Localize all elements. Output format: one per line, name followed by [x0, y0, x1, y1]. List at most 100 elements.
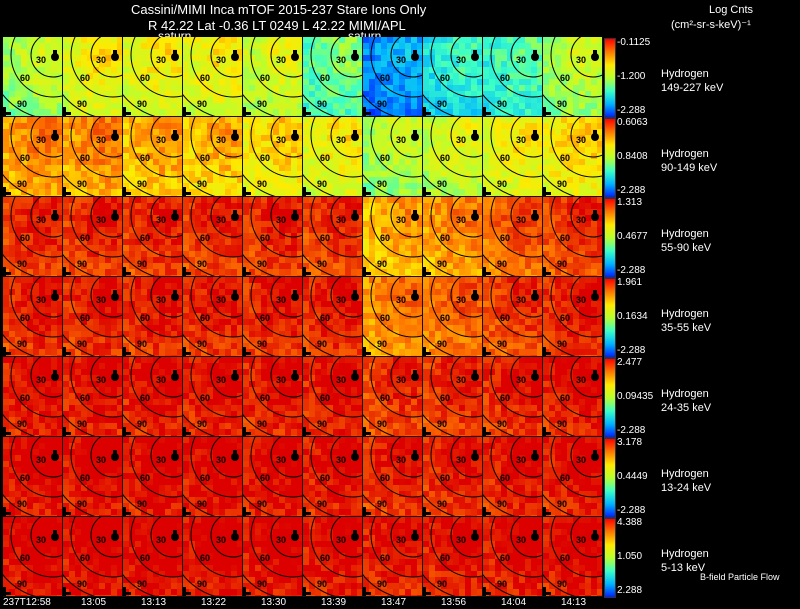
svg-text:90: 90: [137, 259, 147, 269]
heatmap-panel: 30 60 90: [3, 517, 63, 597]
heatmap-panel: 30 60 90: [183, 117, 243, 197]
svg-text:60: 60: [260, 153, 270, 163]
svg-text:90: 90: [317, 99, 327, 109]
heatmap-panel: 30 60 90: [363, 117, 423, 197]
orbit-info: R 42.22 Lat -0.36 LT 0249 L 42.22 MIMI/A…: [148, 18, 406, 33]
svg-text:60: 60: [20, 153, 30, 163]
heatmap-panel: 30 60 90: [243, 117, 303, 197]
svg-text:30: 30: [336, 135, 346, 145]
svg-text:90: 90: [497, 179, 507, 189]
heatmap-grid: 30 60 90 30 60 90 30 60 90 30 60 90 30 60 90 30 60 90 30 60…: [3, 37, 603, 597]
heatmap-panel: 30 60 90: [123, 517, 183, 597]
species-label: Hydrogen 24-35 keV: [661, 387, 711, 415]
heatmap-panel: 30 60 90: [123, 277, 183, 357]
heatmap-panel: 30 60 90: [63, 437, 123, 517]
colorbar-min: -2.288: [617, 265, 646, 276]
heatmap-row: 30 60 90 30 60 90 30 60 90 30 60 90 30 60 90 30 60 90 30 60…: [3, 277, 603, 357]
heatmap-panel: 30 60 90: [543, 517, 603, 597]
heatmap-row: 30 60 90 30 60 90 30 60 90 30 60 90 30 60 90 30 60 90 30 60…: [3, 437, 603, 517]
time-label: 13:56: [441, 597, 467, 608]
heatmap-panel: 30 60 90: [123, 357, 183, 437]
heatmap-panel: 30 60 90: [63, 277, 123, 357]
plot-title: Cassini/MIMI Inca mTOF 2015-237 Stare Io…: [131, 2, 427, 17]
svg-text:60: 60: [20, 233, 30, 243]
svg-text:90: 90: [17, 339, 27, 349]
heatmap-panel: 30 60 90: [303, 117, 363, 197]
colorbar-mid: 0.09435: [617, 391, 654, 402]
heatmap-panel: 30 60 90: [423, 37, 483, 117]
svg-text:90: 90: [317, 179, 327, 189]
heatmap-panel: 30 60 90: [543, 437, 603, 517]
svg-text:30: 30: [156, 135, 166, 145]
colorbar-max: -0.1125: [617, 37, 651, 48]
colorbar-mid: 0.4677: [617, 231, 648, 242]
svg-text:60: 60: [260, 73, 270, 83]
svg-text:60: 60: [140, 73, 150, 83]
units-label: Log Cnts: [709, 4, 754, 16]
colorbar: [604, 358, 616, 438]
svg-text:90: 90: [437, 179, 447, 189]
time-label: 14:13: [561, 597, 587, 608]
heatmap-panel: 30 60 90: [243, 357, 303, 437]
colorbar-min: -2.288: [617, 345, 646, 356]
heatmap-panel: 30 60 90: [183, 517, 243, 597]
svg-text:30: 30: [516, 55, 526, 65]
svg-text:90: 90: [77, 259, 87, 269]
svg-text:60: 60: [200, 153, 210, 163]
heatmap-panel: 30 60 90: [543, 357, 603, 437]
svg-text:30: 30: [396, 55, 406, 65]
heatmap-panel: 30 60 90: [363, 437, 423, 517]
species-label: Hydrogen 90-149 keV: [661, 147, 717, 175]
svg-text:60: 60: [440, 153, 450, 163]
svg-text:90: 90: [137, 179, 147, 189]
svg-text:90: 90: [137, 99, 147, 109]
energy-range: 13-24 keV: [661, 482, 712, 494]
heatmap-panel: 30 60 90: [543, 37, 603, 117]
svg-text:30: 30: [396, 215, 406, 225]
svg-text:90: 90: [17, 99, 27, 109]
colorbar: [604, 438, 616, 518]
energy-range: 35-55 keV: [661, 322, 712, 334]
heatmap-panel: 30 60 90: [483, 357, 543, 437]
svg-text:60: 60: [200, 73, 210, 83]
heatmap-panel: 30 60 90: [123, 37, 183, 117]
colorbar-min: -2.288: [617, 425, 646, 436]
heatmap-panel: 30 60 90: [483, 197, 543, 277]
colorbar: [604, 38, 616, 118]
svg-text:30: 30: [36, 215, 46, 225]
heatmap-panel: 30 60 90: [363, 197, 423, 277]
species-name: Hydrogen: [661, 468, 709, 480]
energy-range: 90-149 keV: [661, 162, 718, 174]
svg-text:60: 60: [20, 73, 30, 83]
colorbar: [604, 518, 616, 598]
species-label: Hydrogen 55-90 keV: [661, 227, 711, 255]
heatmap-row: 30 60 90 30 60 90 30 60 90 30 60 90 30 60 90 30 60 90 30 60…: [3, 517, 603, 597]
svg-text:90: 90: [557, 179, 567, 189]
energy-range: 55-90 keV: [661, 242, 712, 254]
svg-text:90: 90: [437, 259, 447, 269]
colorbar-min: 2.288: [617, 585, 643, 596]
svg-text:30: 30: [156, 215, 166, 225]
svg-text:90: 90: [197, 99, 207, 109]
heatmap-panel: 30 60 90: [243, 517, 303, 597]
species-name: Hydrogen: [661, 548, 709, 560]
svg-text:60: 60: [80, 153, 90, 163]
svg-text:30: 30: [36, 295, 46, 305]
svg-text:30: 30: [576, 215, 586, 225]
heatmap-row: 30 60 90 30 60 90 30 60 90 30 60 90 30 60 90 30 60 90 30 60…: [3, 197, 603, 277]
heatmap-panel: 30 60 90: [243, 37, 303, 117]
heatmap-panel: 30 60 90: [123, 117, 183, 197]
svg-text:30: 30: [576, 135, 586, 145]
colorbar-max: 1.313: [617, 197, 643, 208]
species-name: Hydrogen: [661, 388, 709, 400]
heatmap-panel: 30 60 90: [363, 517, 423, 597]
svg-text:90: 90: [17, 259, 27, 269]
svg-text:90: 90: [77, 99, 87, 109]
svg-text:30: 30: [276, 55, 286, 65]
heatmap-panel: 30 60 90: [543, 197, 603, 277]
heatmap-panel: 30 60 90: [423, 197, 483, 277]
svg-text:30: 30: [576, 55, 586, 65]
svg-text:90: 90: [197, 259, 207, 269]
svg-text:60: 60: [320, 233, 330, 243]
colorbar-min: -2.288: [617, 505, 646, 516]
